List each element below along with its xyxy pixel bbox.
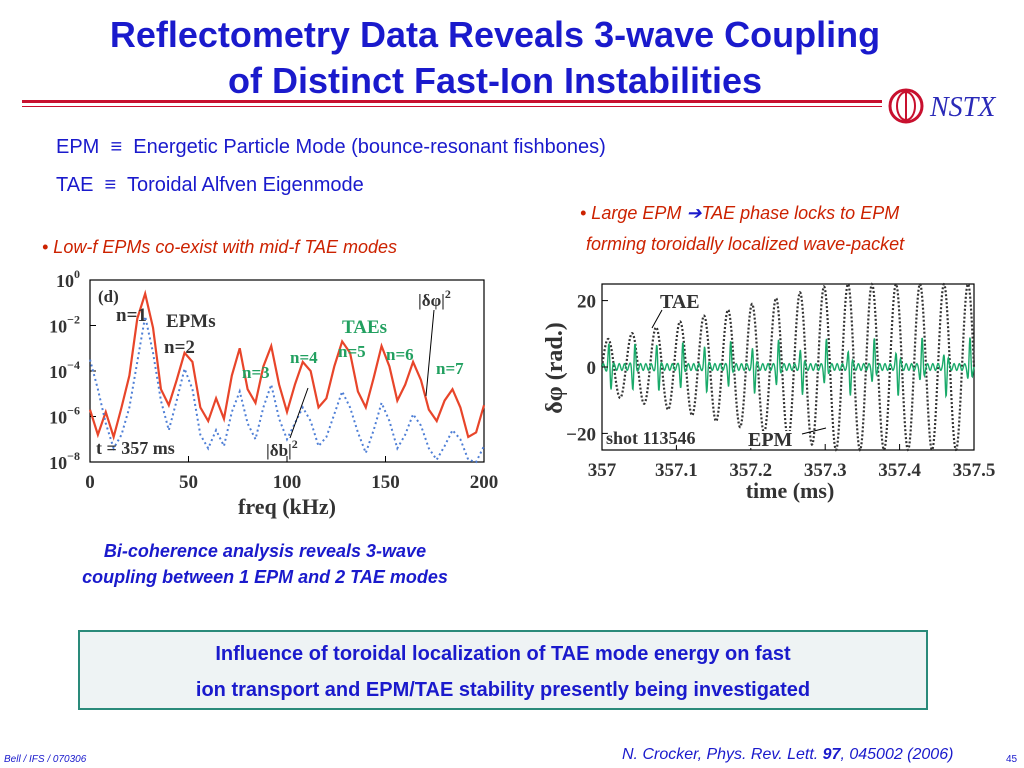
bicoherence-caption: Bi-coherence analysis reveals 3-wave cou… [20,538,510,590]
dphi2-pointer [425,309,435,397]
label-shot: shot 113546 [606,428,696,448]
label-n7: n=7 [436,359,464,378]
x-axis-label: freq (kHz) [238,494,336,519]
label-dphi2: |δφ|2 [418,287,451,310]
label-db2: |δφ||δb|2 [266,437,298,460]
label-n6: n=6 [386,345,414,364]
caption-line-1: Bi-coherence analysis reveals 3-wave [103,541,427,561]
definition-abbr: TAE [56,174,94,196]
label-tae: TAE [660,291,700,313]
conclusion-line-2: ion transport and EPM/TAE stability pres… [195,679,811,701]
footer-author: Bell / IFS / 070306 [4,754,87,765]
left-bullet: • Low-f EPMs co-exist with mid-f TAE mod… [42,237,398,257]
definition-abbr: EPM [56,136,100,158]
y-tick-label: 10−6 [49,404,80,428]
logo-text: NSTX [930,92,996,123]
y-tick-label: 10−4 [49,358,80,382]
x-tick-label: 357.2 [729,460,772,481]
epm-pointer [801,427,827,435]
tae-pointer [651,309,663,329]
y-tick-label: −20 [566,424,596,445]
x-tick-label: 357.5 [953,460,996,481]
right-bullet-line-2: forming toroidally localized wave-packet [586,234,905,254]
spectrum-chart: 100 10−2 10−4 10−6 10−8 0 50 100 150 200 (d) n=1… [49,268,499,519]
x-tick-label: 150 [371,472,400,493]
label-taes: TAEs [342,317,387,338]
label-n1: n=1 [116,305,147,326]
series-tae-line [601,337,975,399]
title-line-2: of Distinct Fast-Ion Instabilities [227,60,763,101]
definition-tae: TAE ≡ Toroidal Alfven Eigenmode [56,174,364,197]
label-n2: n=2 [164,337,195,358]
page-number: 45 [1006,754,1018,765]
definition-symbol: ≡ [104,174,117,196]
right-bullet-line-1: • Large EPM ➔TAE phase locks to EPM [580,203,899,224]
x-tick-label: 200 [470,472,499,493]
panel-label: (d) [98,287,119,306]
definition-text: Toroidal Alfven Eigenmode [126,174,364,196]
y-tick-label: 0 [587,358,597,379]
label-epm: EPM [748,429,793,451]
nstx-logo-icon [888,88,924,124]
label-time: t = 357 ms [96,438,175,458]
y-tick-label: 10−2 [49,313,80,337]
title-rule-thin [22,106,882,107]
x-tick-label: 0 [85,472,95,493]
y-tick-label: 20 [577,292,596,313]
conclusion-box: Influence of toroidal localization of TA… [78,630,928,710]
x-tick-label: 357.3 [804,460,847,481]
footer-reference: N. Crocker, Phys. Rev. Lett. 97, 045002 … [622,746,953,764]
db2-pointer [289,387,309,439]
definition-epm: EPM ≡ Energetic Particle Mode (bounce-re… [56,136,606,159]
x-tick-label: 357.1 [655,460,698,481]
x-tick-label: 100 [273,472,302,493]
right-bullet-post: TAE phase locks to EPM [701,203,900,223]
right-bullet-pre: • Large EPM [580,203,687,223]
ref-volume: 97 [822,746,841,763]
x-tick-label: 357 [588,460,617,481]
time-trace-chart: 20 0 −20 357 357.1 357.2 357.3 357.4 357.5 δφ (… [542,282,996,503]
y-tick-label: 10−8 [49,449,80,473]
series-dphi2-line [88,289,486,441]
series-epm-line [600,282,976,452]
ref-journal: N. Crocker, Phys. Rev. Lett. [622,746,823,763]
conclusion-line-1: Influence of toroidal localization of TA… [215,643,791,665]
y-tick-label: 100 [56,268,80,291]
definition-text: Energetic Particle Mode (bounce-resonant… [133,136,606,158]
arrow-icon: ➔ [686,203,702,223]
x-tick-label: 357.4 [878,460,921,481]
title-rule [22,100,882,103]
slide-title: Reflectometry Data Reveals 3-wave Coupli… [40,12,950,104]
x-tick-label: 50 [179,472,198,493]
nstx-logo: NSTX [888,88,1018,124]
caption-line-2: coupling between 1 EPM and 2 TAE modes [82,567,448,587]
label-n5: n=5 [338,342,366,361]
series-db2-line [89,316,485,464]
y-axis-label: δφ (rad.) [542,322,568,413]
label-n3: n=3 [242,363,270,382]
label-n4: n=4 [290,348,318,367]
ref-pages: , 045002 (2006) [840,746,954,763]
title-line-1: Reflectometry Data Reveals 3-wave Coupli… [109,14,881,55]
label-epms: EPMs [166,311,216,332]
definition-symbol: ≡ [110,136,123,158]
x-axis-label: time (ms) [746,478,835,503]
